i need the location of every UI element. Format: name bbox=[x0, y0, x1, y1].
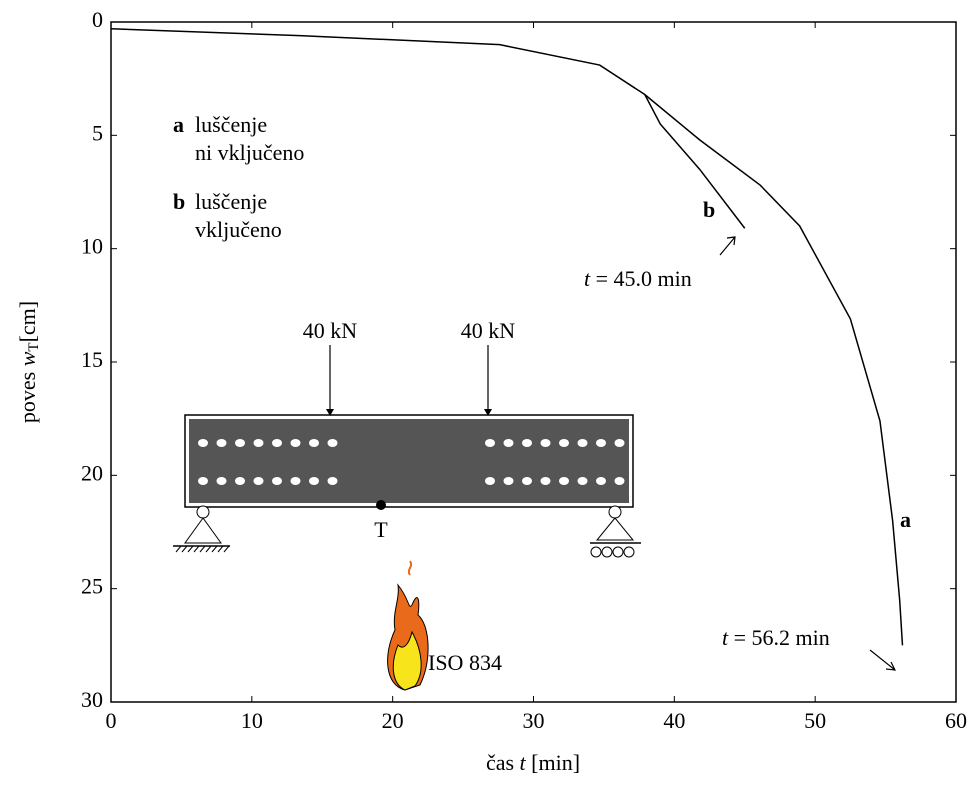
end-annotation-part: t bbox=[722, 625, 729, 650]
x-tick-label: 60 bbox=[945, 708, 967, 733]
y-tick-label: 15 bbox=[81, 347, 103, 372]
rebar bbox=[614, 477, 625, 485]
rebar bbox=[577, 439, 588, 447]
rebar bbox=[290, 439, 301, 447]
y-tick-label: 20 bbox=[81, 460, 103, 485]
rebar bbox=[290, 477, 301, 485]
rebar bbox=[577, 477, 588, 485]
rebar bbox=[596, 477, 606, 485]
legend-text: luščenje bbox=[195, 112, 267, 137]
rebar bbox=[272, 477, 282, 485]
line-series bbox=[110, 28, 904, 646]
y-tick-label: 30 bbox=[81, 687, 103, 712]
x-tick-label: 50 bbox=[804, 708, 826, 733]
rebar bbox=[235, 477, 245, 485]
rebar bbox=[198, 439, 208, 447]
rebar bbox=[614, 439, 625, 447]
legend-text: vključeno bbox=[195, 217, 282, 242]
rebar bbox=[198, 477, 208, 485]
legend-key: a bbox=[173, 112, 184, 137]
x-tick-label: 10 bbox=[241, 708, 263, 733]
rebar bbox=[522, 477, 532, 485]
y-axis-label-part: T bbox=[26, 342, 42, 351]
rebar bbox=[559, 477, 569, 485]
load-label: 40 kN bbox=[461, 318, 516, 343]
y-axis-label-part: poves bbox=[15, 366, 40, 423]
legend-text: luščenje bbox=[195, 189, 267, 214]
y-tick-label: 25 bbox=[81, 574, 103, 599]
rebar bbox=[503, 439, 514, 447]
y-tick-label: 0 bbox=[92, 7, 103, 32]
rebar bbox=[596, 439, 606, 447]
curve-label: a bbox=[900, 507, 911, 532]
y-axis-label: poves wT[cm] bbox=[15, 301, 42, 423]
x-tick-label: 30 bbox=[523, 708, 545, 733]
annotation-arrow bbox=[869, 649, 897, 671]
rebar bbox=[485, 439, 495, 447]
x-tick-label: 40 bbox=[663, 708, 685, 733]
rebar bbox=[540, 477, 551, 485]
y-tick-label: 5 bbox=[92, 120, 103, 145]
rebar bbox=[327, 439, 338, 447]
point-label: T bbox=[374, 517, 388, 542]
x-tick-label: 0 bbox=[106, 708, 117, 733]
rebar bbox=[559, 439, 569, 447]
rebar bbox=[309, 477, 319, 485]
rebar bbox=[253, 439, 264, 447]
x-axis-label-part: čas bbox=[486, 750, 520, 775]
x-axis-label-part: t bbox=[520, 750, 527, 775]
rebar bbox=[309, 439, 319, 447]
y-axis-label-part: [cm] bbox=[15, 301, 40, 343]
rebar bbox=[485, 477, 495, 485]
rebar bbox=[216, 477, 227, 485]
rebar bbox=[253, 477, 264, 485]
y-axis-label-part: w bbox=[15, 351, 40, 366]
end-annotation: t = 56.2 min bbox=[722, 625, 830, 650]
rebar bbox=[216, 439, 227, 447]
curve-label: b bbox=[703, 197, 715, 222]
legend-text: ni vključeno bbox=[195, 140, 304, 165]
rebar bbox=[522, 439, 532, 447]
x-axis-label-part: [min] bbox=[526, 750, 580, 775]
rebar bbox=[272, 439, 282, 447]
y-tick-label: 10 bbox=[81, 234, 103, 259]
rebar bbox=[503, 477, 514, 485]
legend-key: b bbox=[173, 189, 185, 214]
annotation-arrow bbox=[719, 236, 736, 256]
rebar bbox=[540, 439, 551, 447]
x-tick-label: 20 bbox=[382, 708, 404, 733]
line-series bbox=[644, 94, 746, 229]
end-annotation-part: = 56.2 min bbox=[728, 625, 830, 650]
rebar bbox=[327, 477, 338, 485]
rebar bbox=[235, 439, 245, 447]
beam-diagram bbox=[173, 345, 641, 691]
fire-label: ISO 834 bbox=[428, 650, 502, 675]
end-annotation-part: = 45.0 min bbox=[590, 266, 692, 291]
end-annotation-part: t bbox=[584, 266, 591, 291]
x-axis-label: čas t [min] bbox=[486, 750, 580, 775]
end-annotation: t = 45.0 min bbox=[584, 266, 692, 291]
load-label: 40 kN bbox=[303, 318, 358, 343]
